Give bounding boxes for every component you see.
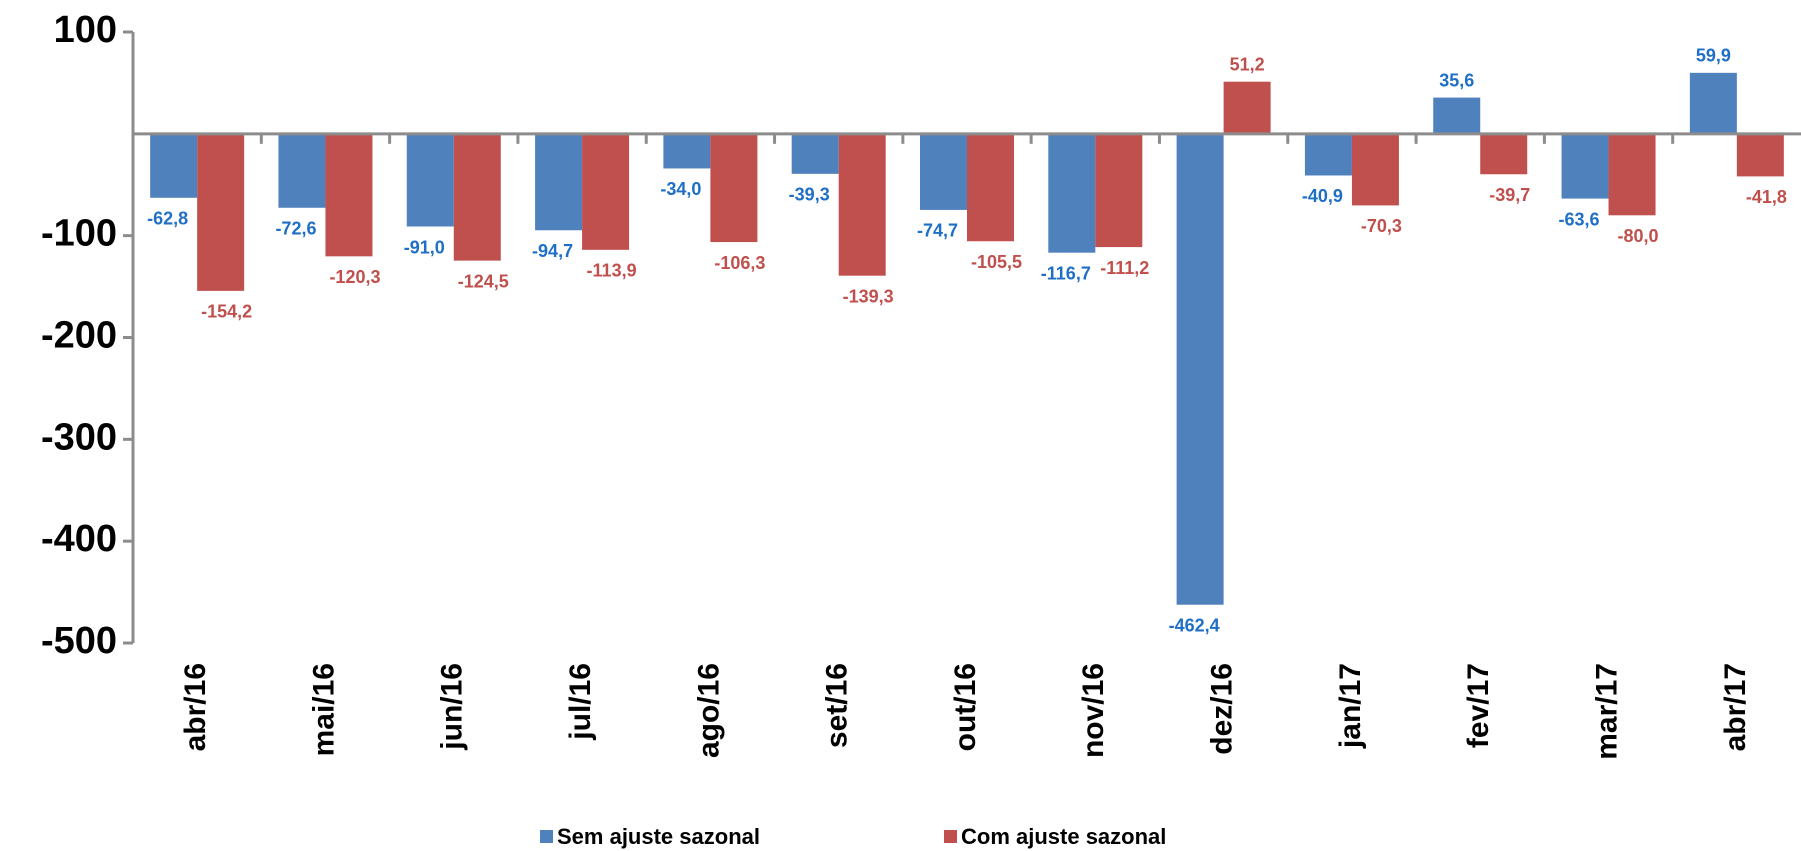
- data-label: -41,8: [1746, 187, 1787, 207]
- y-tick-label: -300: [41, 416, 117, 458]
- x-tick-label: fev/17: [1462, 663, 1495, 748]
- x-tick-label: jan/17: [1334, 663, 1367, 749]
- bar: [1433, 97, 1481, 134]
- bar: [535, 133, 583, 231]
- bar: [1095, 133, 1143, 248]
- data-label: -34,0: [660, 179, 701, 199]
- y-tick-label: -200: [41, 315, 117, 357]
- data-label: -91,0: [404, 237, 445, 257]
- bar: [1304, 133, 1352, 176]
- bar: [710, 133, 758, 243]
- x-tick-label: jun/16: [436, 663, 469, 751]
- y-tick-label: 100: [54, 9, 117, 51]
- bar: [1561, 133, 1609, 199]
- data-label: 51,2: [1230, 54, 1265, 74]
- x-tick-label: set/16: [821, 663, 854, 748]
- x-tick-label: mai/16: [307, 663, 340, 756]
- data-label: -154,2: [201, 302, 252, 322]
- y-tick-label: -500: [41, 620, 117, 662]
- data-label: -111,2: [1100, 258, 1149, 278]
- x-tick-label: abr/16: [179, 663, 212, 751]
- bar: [791, 133, 839, 174]
- bar: [1689, 72, 1737, 134]
- data-label: -124,5: [458, 271, 509, 291]
- legend-swatch: [944, 830, 957, 843]
- x-tick-label: dez/16: [1206, 663, 1239, 755]
- bar: [838, 133, 886, 276]
- y-tick-label: -100: [41, 213, 117, 255]
- x-tick-label: mar/17: [1590, 663, 1623, 760]
- data-label: -40,9: [1302, 186, 1343, 206]
- x-tick-label: ago/16: [692, 663, 725, 758]
- data-label: -70,3: [1361, 216, 1402, 236]
- bar: [453, 133, 501, 261]
- legend-swatch: [540, 830, 553, 843]
- data-label: 35,6: [1439, 70, 1474, 90]
- legend-label: Sem ajuste sazonal: [557, 824, 760, 849]
- bar: [406, 133, 454, 227]
- bar: [582, 133, 630, 250]
- bar: [1176, 133, 1224, 605]
- bar: [1608, 133, 1656, 216]
- bar: [920, 133, 967, 210]
- data-label: -113,9: [587, 261, 637, 281]
- data-label: -74,7: [917, 221, 958, 241]
- data-label: -39,3: [789, 185, 830, 205]
- x-tick-label: out/16: [949, 663, 982, 751]
- data-label: -94,7: [532, 241, 573, 261]
- data-label: -106,3: [714, 253, 765, 273]
- y-tick-label: -400: [41, 518, 117, 560]
- bar: [197, 133, 245, 291]
- data-label: -63,6: [1559, 209, 1600, 229]
- legend-label: Com ajuste sazonal: [961, 824, 1166, 849]
- data-label: -62,8: [147, 209, 188, 229]
- x-tick-label: abr/17: [1719, 663, 1752, 751]
- data-label: -139,3: [843, 286, 894, 306]
- x-tick-label: nov/16: [1077, 663, 1110, 758]
- data-label: -72,6: [275, 219, 316, 239]
- bar: [663, 133, 711, 169]
- bar: [278, 133, 326, 208]
- bar: [1736, 133, 1784, 177]
- data-label: -105,5: [971, 252, 1022, 272]
- data-label: -120,3: [329, 267, 380, 287]
- bar: [1480, 133, 1528, 175]
- data-label: -116,7: [1041, 263, 1091, 283]
- data-label: -80,0: [1618, 226, 1659, 246]
- bar: [1048, 133, 1096, 253]
- bar: [325, 133, 373, 257]
- data-label: -462,4: [1169, 615, 1220, 635]
- bar: [967, 133, 1014, 242]
- bar: [1223, 81, 1271, 134]
- data-label: -39,7: [1489, 185, 1530, 205]
- bar: [150, 133, 198, 198]
- data-label: 59,9: [1696, 46, 1731, 66]
- x-tick-label: jul/16: [564, 663, 597, 741]
- bar: [1351, 133, 1399, 206]
